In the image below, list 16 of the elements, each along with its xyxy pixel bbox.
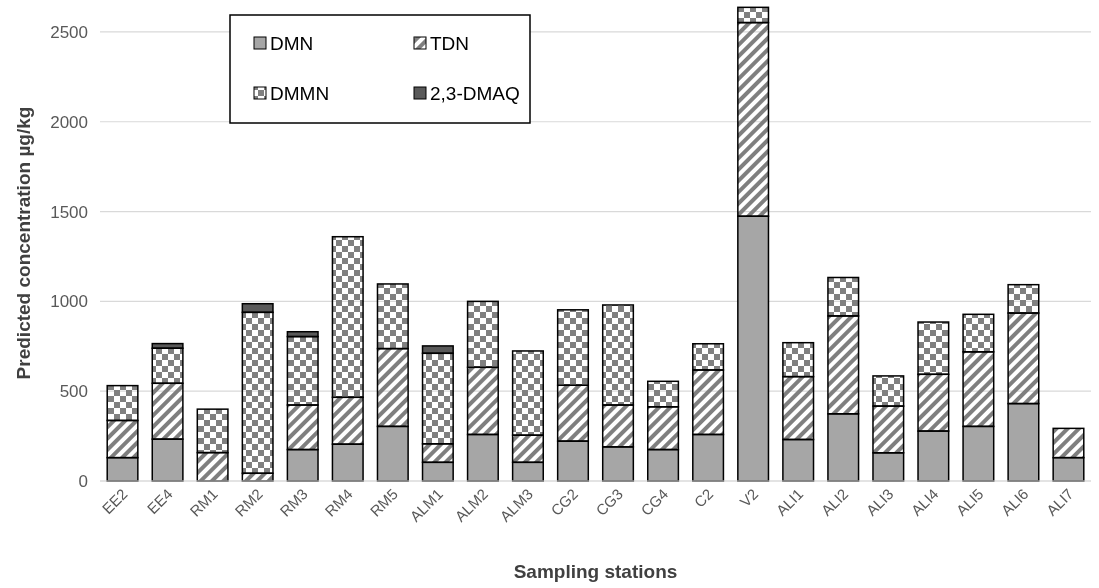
x-tick-label: EE4 xyxy=(143,485,176,518)
legend-label: DMN xyxy=(270,32,314,54)
y-tick-label: 2500 xyxy=(50,22,88,42)
y-axis-title: Predicted concentration µg/kg xyxy=(13,106,34,380)
legend-label: 2,3-DMAQ xyxy=(430,82,520,104)
x-tick-label: EE2 xyxy=(98,485,131,518)
y-tick-label: 1500 xyxy=(50,202,88,222)
x-tick-label: C2 xyxy=(690,485,717,511)
legend-label: DMMN xyxy=(270,82,330,104)
y-tick-label: 1000 xyxy=(50,292,88,312)
y-tick-label: 2000 xyxy=(50,112,88,132)
y-tick-label: 500 xyxy=(59,382,88,402)
x-axis-title: Sampling stations xyxy=(513,561,678,582)
legend-label: TDN xyxy=(430,32,470,54)
x-tick-label: V2 xyxy=(736,485,762,511)
y-tick-label: 0 xyxy=(78,471,88,491)
